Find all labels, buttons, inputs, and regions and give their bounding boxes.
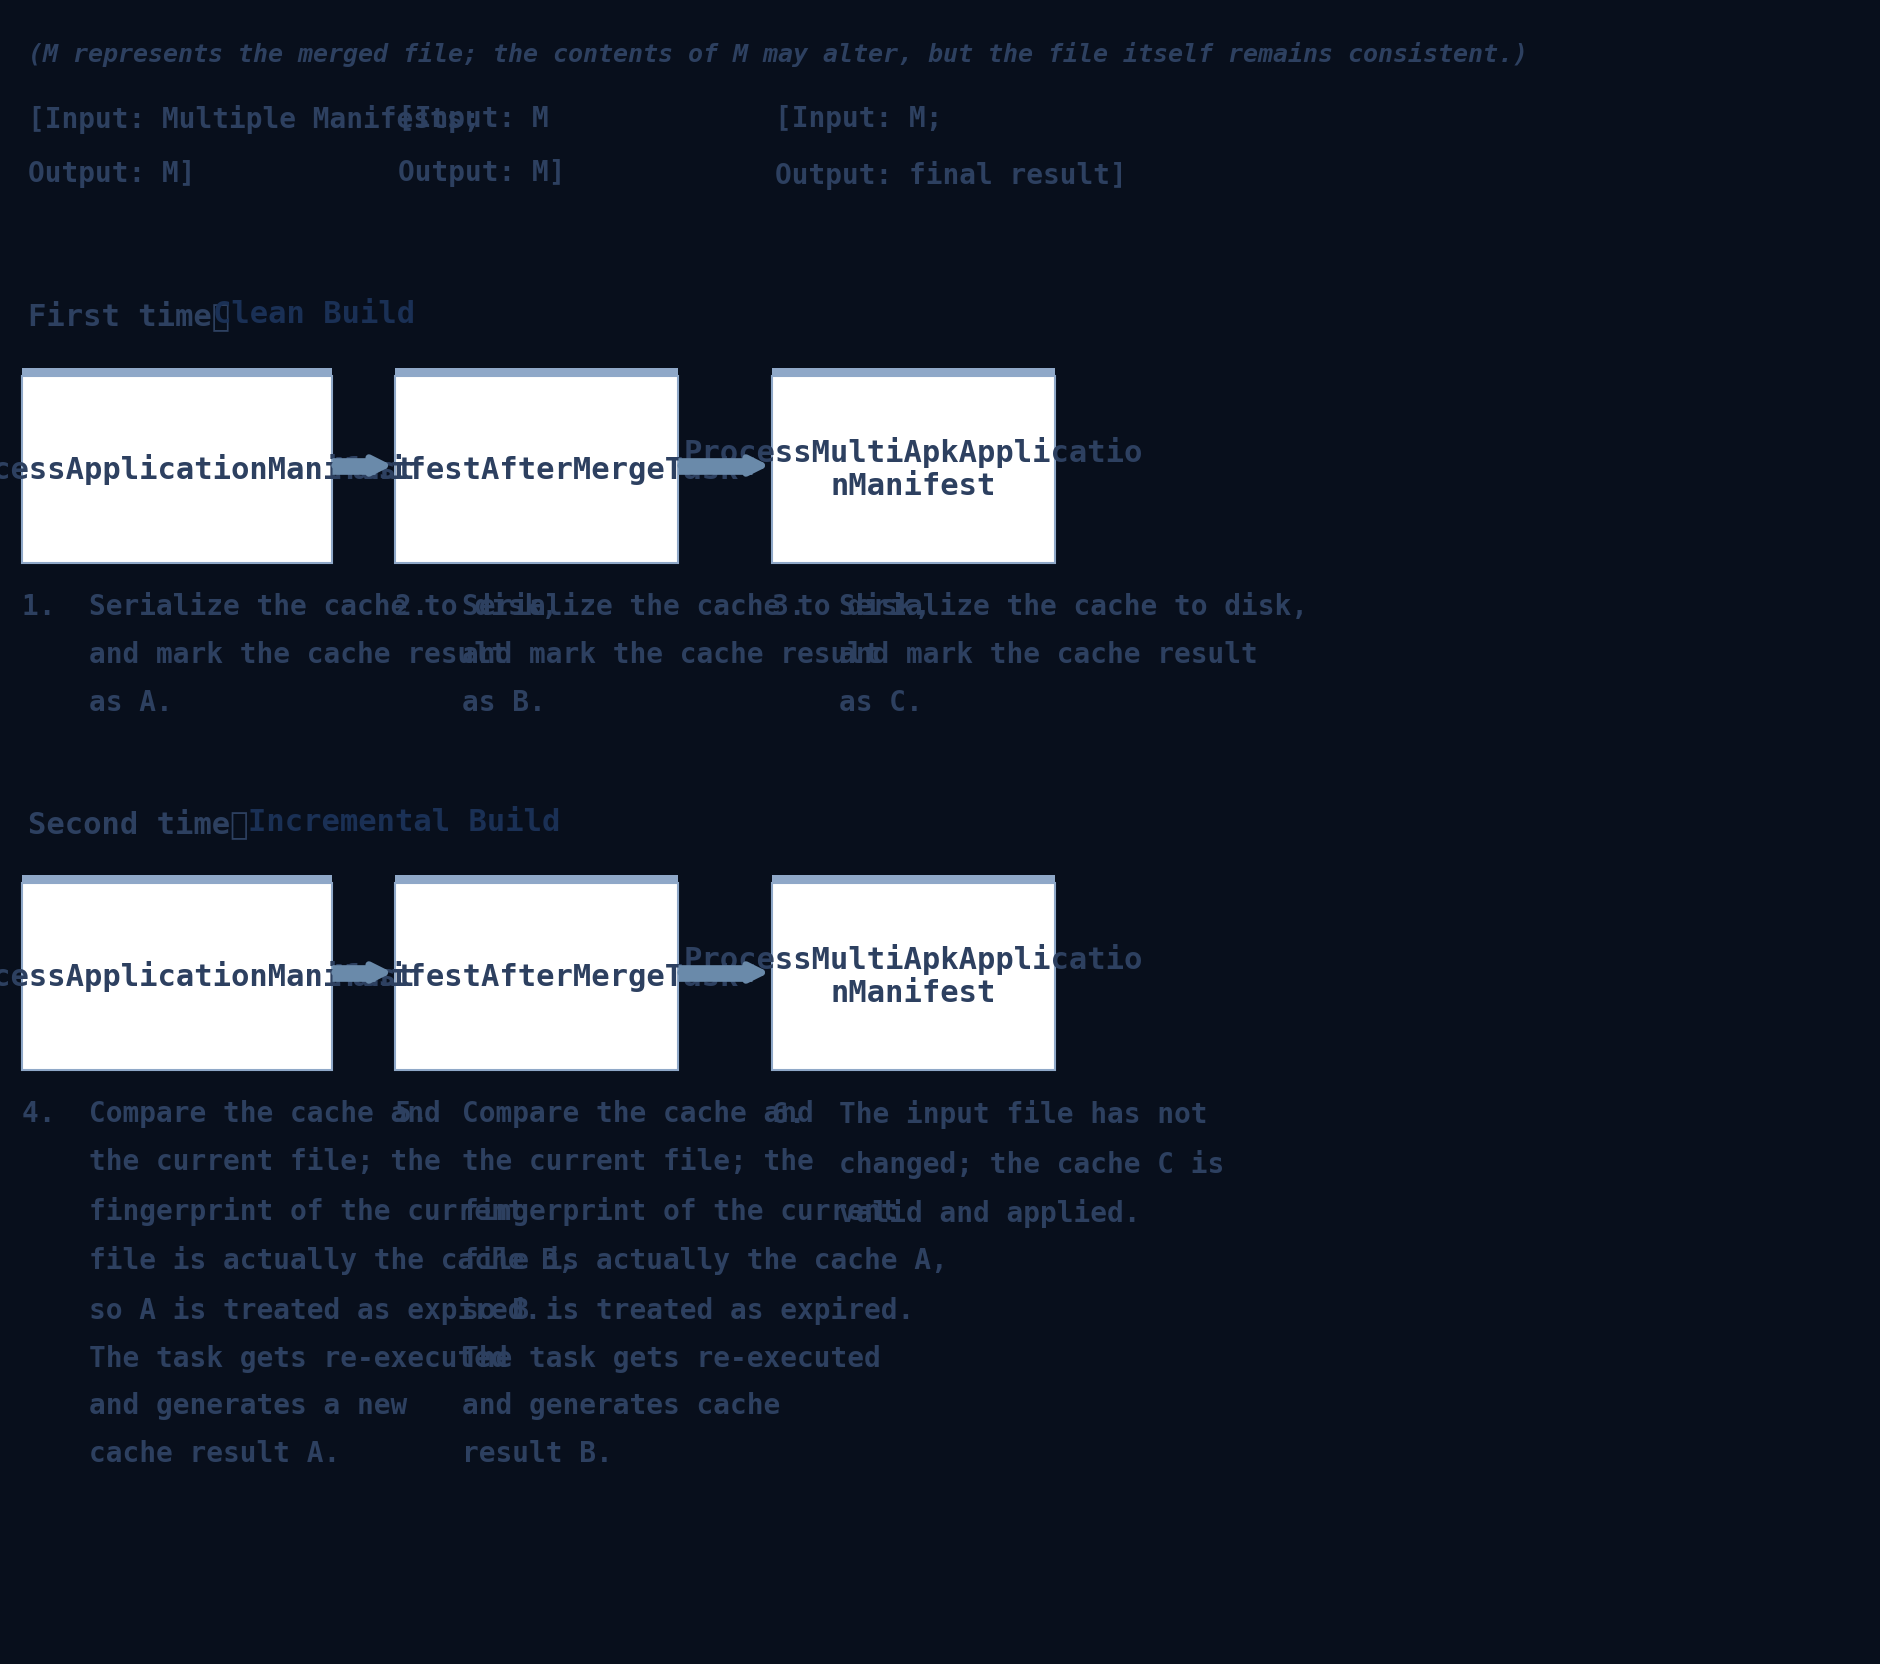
FancyBboxPatch shape — [773, 884, 1055, 1070]
FancyBboxPatch shape — [395, 376, 679, 562]
Text: [Input: M
Output: M]: [Input: M Output: M] — [399, 105, 566, 188]
Text: ManifestAfterMergeTask: ManifestAfterMergeTask — [335, 454, 739, 484]
FancyBboxPatch shape — [773, 368, 1055, 376]
Text: 1.  Serialize the cache to disk,
    and mark the cache result
    as A.: 1. Serialize the cache to disk, and mark… — [23, 592, 558, 717]
FancyBboxPatch shape — [23, 368, 333, 376]
Text: ProcessMultiApkApplicatio: ProcessMultiApkApplicatio — [684, 438, 1143, 468]
Text: 3.  Serialize the cache to disk,
    and mark the cache result
    as C.: 3. Serialize the cache to disk, and mark… — [773, 592, 1308, 717]
Text: Incremental Build: Incremental Build — [248, 809, 560, 837]
Text: 5.  Compare the cache and
    the current file; the
    fingerprint of the curre: 5. Compare the cache and the current fil… — [395, 1100, 948, 1468]
FancyBboxPatch shape — [395, 368, 679, 376]
Text: (M represents the merged file; the contents of M may alter, but the file itself : (M represents the merged file; the conte… — [28, 42, 1528, 67]
Text: 6.  The input file has not
    changed; the cache C is
    valid and applied.: 6. The input file has not changed; the c… — [773, 1100, 1224, 1228]
Text: nManifest: nManifest — [831, 473, 996, 501]
FancyBboxPatch shape — [773, 875, 1055, 884]
Text: ProcessMultiApkApplicatio: ProcessMultiApkApplicatio — [684, 943, 1143, 975]
Text: First time：: First time： — [28, 300, 267, 331]
Text: [Input: M;
Output: final result]: [Input: M; Output: final result] — [775, 105, 1126, 190]
Text: 2.  Serialize the cache to disk,
    and mark the cache result
    as B.: 2. Serialize the cache to disk, and mark… — [395, 592, 931, 717]
FancyBboxPatch shape — [395, 884, 679, 1070]
Text: [Input: Multiple Manifests;
Output: M]: [Input: Multiple Manifests; Output: M] — [28, 105, 479, 188]
FancyBboxPatch shape — [773, 376, 1055, 562]
Text: Clean Build: Clean Build — [212, 300, 415, 329]
FancyBboxPatch shape — [23, 884, 333, 1070]
Text: nManifest: nManifest — [831, 978, 996, 1008]
Text: ManifestAfterMergeTask: ManifestAfterMergeTask — [335, 962, 739, 992]
FancyBboxPatch shape — [23, 875, 333, 884]
FancyBboxPatch shape — [23, 376, 333, 562]
Text: ProcessApplicationManifest: ProcessApplicationManifest — [0, 454, 415, 484]
FancyBboxPatch shape — [395, 875, 679, 884]
Text: ProcessApplicationManifest: ProcessApplicationManifest — [0, 962, 415, 992]
Text: Second time：: Second time： — [28, 809, 286, 839]
Text: 4.  Compare the cache and
    the current file; the
    fingerprint of the curre: 4. Compare the cache and the current fil… — [23, 1100, 575, 1468]
